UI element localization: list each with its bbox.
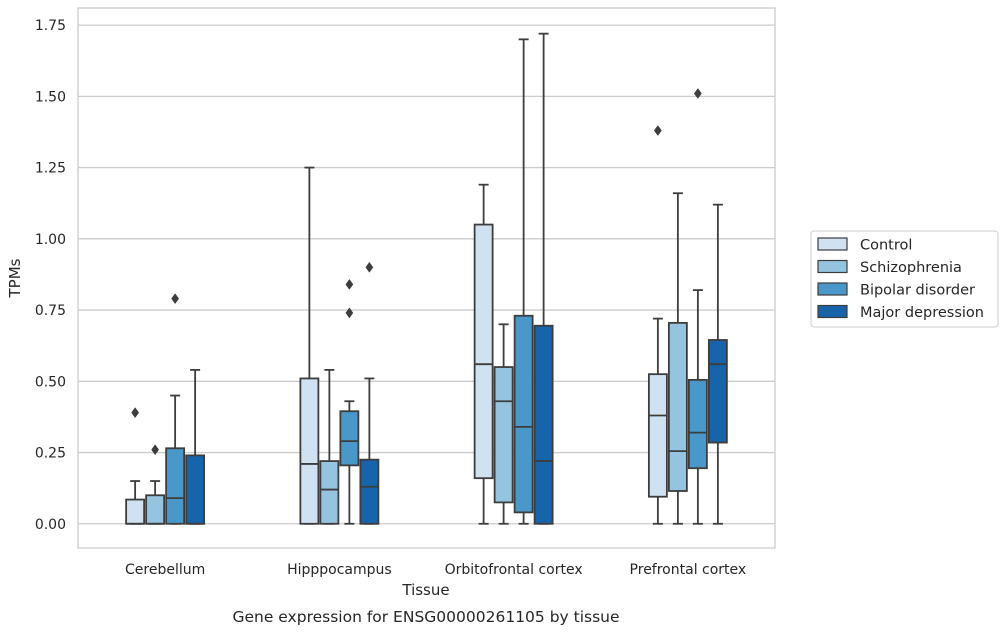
outlier-point — [171, 293, 180, 305]
y-axis-label: TPMs — [6, 258, 24, 298]
y-tick-label: 1.50 — [35, 89, 66, 105]
box — [493, 366, 514, 504]
box-group — [165, 293, 186, 525]
plot-frame — [77, 7, 776, 549]
box-group — [359, 261, 380, 525]
y-tick-label: 0.25 — [35, 446, 66, 462]
outlier-point — [345, 278, 354, 290]
legend-swatch — [817, 259, 848, 274]
x-tick-label: Cerebellum — [125, 562, 205, 578]
boxes-layer — [125, 32, 728, 525]
box-group — [647, 125, 668, 525]
legend-label: Control — [860, 238, 912, 254]
legend-label: Major depression — [860, 305, 984, 321]
box — [513, 314, 534, 514]
x-tick-label: Hipppocampus — [287, 562, 392, 578]
box — [145, 494, 166, 525]
chart-caption: Gene expression for ENSG00000261105 by t… — [232, 608, 619, 626]
y-tick-label: 0.50 — [35, 374, 66, 390]
box-group — [319, 368, 340, 525]
box — [339, 410, 360, 467]
legend-label: Schizophrenia — [860, 260, 962, 276]
outlier-point — [653, 125, 662, 136]
box-group — [533, 32, 554, 525]
box — [185, 454, 206, 525]
box — [707, 339, 728, 444]
box-group — [707, 203, 728, 525]
box-group — [185, 368, 206, 525]
box-group — [513, 38, 534, 525]
box-group — [339, 278, 360, 525]
outlier-point — [131, 407, 140, 419]
box-group — [667, 192, 688, 525]
y-tick-label: 1.75 — [35, 18, 66, 34]
legend-swatch — [817, 282, 848, 296]
legend: Control Schizophrenia Bipolar disorder Majo… — [810, 230, 999, 328]
box-group — [473, 183, 494, 525]
y-tick-label: 0.75 — [35, 303, 66, 319]
box — [299, 377, 320, 525]
x-axis-label: Tissue — [401, 581, 449, 599]
legend-frame — [810, 230, 999, 328]
box — [647, 373, 668, 498]
y-tick-label: 0.00 — [35, 517, 66, 533]
legend-label: Bipolar disorder — [860, 283, 975, 299]
box-group — [299, 166, 320, 525]
x-tick-label: Orbitofrontal cortex — [445, 562, 583, 578]
legend-swatch — [817, 304, 848, 319]
box — [359, 458, 380, 525]
box — [667, 321, 688, 492]
box-group — [125, 407, 146, 525]
box-group — [687, 88, 708, 525]
y-tick-label: 1.25 — [35, 161, 66, 177]
outlier-point — [151, 444, 160, 456]
x-tick-label: Prefrontal cortex — [630, 562, 747, 578]
y-tick-label: 1.00 — [35, 232, 66, 248]
box-group — [145, 444, 166, 525]
outlier-point — [345, 307, 354, 319]
box — [165, 447, 186, 525]
box — [319, 460, 340, 525]
legend-swatch — [817, 237, 848, 251]
outlier-point — [365, 261, 374, 273]
box-group — [493, 323, 514, 525]
y-tick-labels: 0.00 0.25 0.50 0.75 1.00 1.25 1.50 1.75 — [35, 18, 66, 533]
box — [125, 498, 146, 525]
x-tick-labels: Cerebellum Hipppocampus Orbitofrontal cort… — [125, 562, 746, 578]
box — [687, 378, 708, 470]
box — [533, 324, 554, 525]
outlier-point — [693, 88, 702, 99]
box — [473, 223, 494, 480]
